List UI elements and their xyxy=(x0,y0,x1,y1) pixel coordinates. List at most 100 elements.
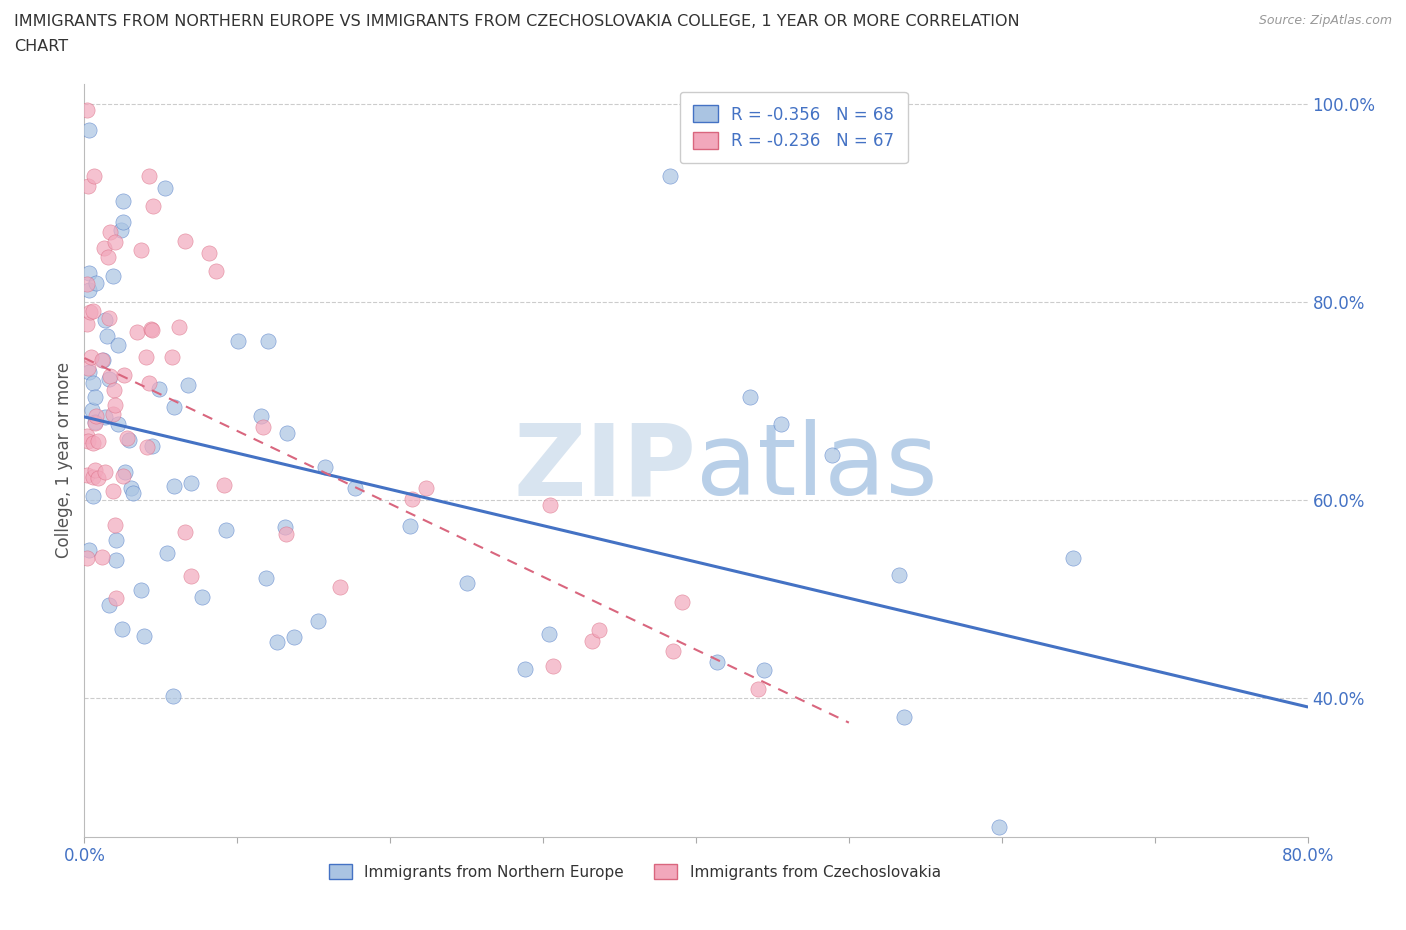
Point xyxy=(79,304,101,319)
Point xyxy=(76,468,98,483)
Point xyxy=(111,622,134,637)
Point xyxy=(129,243,152,258)
Point xyxy=(77,266,100,281)
Point xyxy=(114,464,136,479)
Point xyxy=(105,591,128,605)
Point xyxy=(344,481,367,496)
Point xyxy=(1062,551,1084,565)
Point xyxy=(82,303,104,318)
Point xyxy=(266,634,288,649)
Point xyxy=(174,525,197,539)
Point xyxy=(139,322,162,337)
Point xyxy=(752,663,775,678)
Point xyxy=(141,323,163,338)
Point xyxy=(105,533,128,548)
Y-axis label: College, 1 year or more: College, 1 year or more xyxy=(55,363,73,558)
Point xyxy=(104,518,127,533)
Point xyxy=(415,480,437,495)
Point xyxy=(101,484,124,498)
Point xyxy=(91,352,114,367)
Point xyxy=(76,276,98,291)
Point xyxy=(83,390,105,405)
Point xyxy=(174,233,197,248)
Point xyxy=(135,350,157,365)
Point xyxy=(706,655,728,670)
Point xyxy=(112,469,135,484)
Point xyxy=(399,519,422,534)
Point xyxy=(98,311,121,325)
Point xyxy=(212,477,235,492)
Point xyxy=(110,222,132,237)
Point xyxy=(162,400,184,415)
Point xyxy=(77,361,100,376)
Point xyxy=(93,240,115,255)
Point xyxy=(112,193,135,208)
Point xyxy=(76,103,98,118)
Point xyxy=(115,431,138,445)
Point xyxy=(104,398,127,413)
Point xyxy=(167,320,190,335)
Point xyxy=(138,375,160,390)
Point xyxy=(125,325,148,339)
Legend: Immigrants from Northern Europe, Immigrants from Czechoslovakia: Immigrants from Northern Europe, Immigra… xyxy=(323,857,946,886)
Point xyxy=(84,462,107,477)
Point xyxy=(77,543,100,558)
Point xyxy=(76,429,98,444)
Point xyxy=(283,630,305,644)
Point xyxy=(329,579,352,594)
Point xyxy=(276,426,298,441)
Point xyxy=(136,440,159,455)
Point xyxy=(821,448,844,463)
Point xyxy=(138,168,160,183)
Point xyxy=(538,627,561,642)
Point xyxy=(91,549,114,564)
Text: atlas: atlas xyxy=(696,419,938,516)
Point xyxy=(77,434,100,449)
Point xyxy=(76,551,98,565)
Point xyxy=(190,589,212,604)
Point xyxy=(82,470,104,485)
Point xyxy=(156,546,179,561)
Point xyxy=(177,377,200,392)
Point xyxy=(82,376,104,391)
Point xyxy=(226,334,249,349)
Point xyxy=(77,283,100,298)
Point xyxy=(100,224,122,239)
Point xyxy=(662,644,685,658)
Point xyxy=(214,523,236,538)
Text: CHART: CHART xyxy=(14,39,67,54)
Point xyxy=(160,349,183,364)
Point xyxy=(86,471,108,485)
Point xyxy=(77,123,100,138)
Point xyxy=(738,389,761,404)
Point xyxy=(205,264,228,279)
Point xyxy=(541,659,564,674)
Point xyxy=(588,622,610,637)
Point xyxy=(77,179,100,193)
Point xyxy=(91,352,114,367)
Point xyxy=(96,328,118,343)
Point xyxy=(659,168,682,183)
Point xyxy=(76,316,98,331)
Point xyxy=(107,337,129,352)
Point xyxy=(141,439,163,454)
Point xyxy=(80,350,103,365)
Point xyxy=(104,234,127,249)
Point xyxy=(83,416,105,431)
Point xyxy=(538,498,561,512)
Point xyxy=(111,215,134,230)
Point xyxy=(101,406,124,421)
Point xyxy=(153,180,176,195)
Point xyxy=(84,409,107,424)
Text: Source: ZipAtlas.com: Source: ZipAtlas.com xyxy=(1258,14,1392,27)
Point xyxy=(254,570,277,585)
Point xyxy=(250,408,273,423)
Point xyxy=(257,334,280,349)
Point xyxy=(142,198,165,213)
Point xyxy=(103,382,125,397)
Point xyxy=(77,365,100,379)
Point xyxy=(163,479,186,494)
Text: IMMIGRANTS FROM NORTHERN EUROPE VS IMMIGRANTS FROM CZECHOSLOVAKIA COLLEGE, 1 YEA: IMMIGRANTS FROM NORTHERN EUROPE VS IMMIG… xyxy=(14,14,1019,29)
Point xyxy=(134,629,156,644)
Point xyxy=(86,275,108,290)
